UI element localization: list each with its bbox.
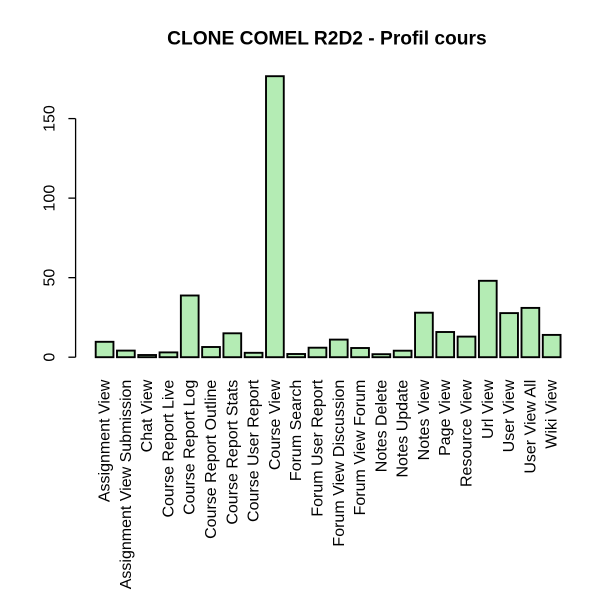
- svg-text:User View: User View: [501, 379, 518, 452]
- svg-text:Forum View Discussion: Forum View Discussion: [331, 380, 348, 547]
- svg-text:User View All: User View All: [522, 380, 539, 474]
- svg-text:Course Report Live: Course Report Live: [160, 380, 177, 518]
- svg-text:Notes View: Notes View: [416, 379, 433, 460]
- svg-text:100: 100: [42, 185, 59, 212]
- svg-text:Course Report Outline: Course Report Outline: [203, 380, 220, 539]
- svg-text:Wiki View: Wiki View: [544, 379, 561, 448]
- svg-text:Forum User Report: Forum User Report: [309, 379, 326, 516]
- svg-text:Course Report Stats: Course Report Stats: [224, 380, 241, 525]
- svg-text:Chat View: Chat View: [139, 379, 156, 452]
- svg-text:150: 150: [42, 105, 59, 132]
- svg-text:Course User Report: Course User Report: [246, 379, 263, 522]
- svg-text:Notes Delete: Notes Delete: [373, 380, 390, 473]
- svg-text:Resource View: Resource View: [459, 379, 476, 487]
- svg-text:0: 0: [42, 353, 59, 362]
- svg-text:50: 50: [42, 269, 59, 287]
- svg-text:Notes Update: Notes Update: [395, 380, 412, 478]
- svg-text:Assignment View: Assignment View: [97, 379, 114, 502]
- svg-text:Page View: Page View: [437, 379, 454, 456]
- svg-text:Assignment View Submission: Assignment View Submission: [118, 380, 135, 590]
- svg-text:Forum Search: Forum Search: [288, 380, 305, 481]
- svg-text:Forum View Forum: Forum View Forum: [352, 380, 369, 516]
- svg-text:Url View: Url View: [480, 379, 497, 439]
- svg-text:Course View: Course View: [267, 379, 284, 470]
- svg-text:Course Report Log: Course Report Log: [182, 380, 199, 515]
- svg-text:CLONE COMEL R2D2 - Profil cour: CLONE COMEL R2D2 - Profil cours: [167, 29, 486, 50]
